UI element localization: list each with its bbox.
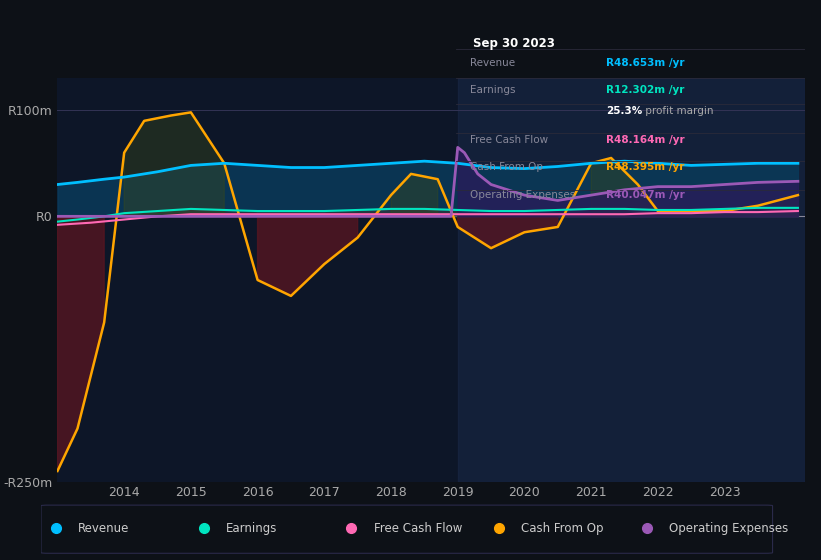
Text: Earnings: Earnings bbox=[470, 85, 515, 95]
Text: Earnings: Earnings bbox=[226, 521, 277, 535]
Text: Revenue: Revenue bbox=[78, 521, 130, 535]
Text: R40.047m /yr: R40.047m /yr bbox=[606, 190, 685, 200]
Text: R48.164m /yr: R48.164m /yr bbox=[606, 135, 685, 145]
Text: R48.395m /yr: R48.395m /yr bbox=[606, 161, 684, 171]
Text: R12.302m /yr: R12.302m /yr bbox=[606, 85, 684, 95]
Text: Free Cash Flow: Free Cash Flow bbox=[374, 521, 462, 535]
Text: Operating Expenses: Operating Expenses bbox=[669, 521, 788, 535]
Text: 25.3%: 25.3% bbox=[606, 106, 642, 116]
Text: Cash From Op: Cash From Op bbox=[521, 521, 603, 535]
Bar bbox=[458, 78, 805, 482]
Text: Revenue: Revenue bbox=[470, 58, 515, 68]
Text: Cash From Op: Cash From Op bbox=[470, 161, 543, 171]
Text: Sep 30 2023: Sep 30 2023 bbox=[473, 37, 555, 50]
Text: Free Cash Flow: Free Cash Flow bbox=[470, 135, 548, 145]
Text: R48.653m /yr: R48.653m /yr bbox=[606, 58, 684, 68]
Text: Operating Expenses: Operating Expenses bbox=[470, 190, 575, 200]
Text: profit margin: profit margin bbox=[642, 106, 713, 116]
